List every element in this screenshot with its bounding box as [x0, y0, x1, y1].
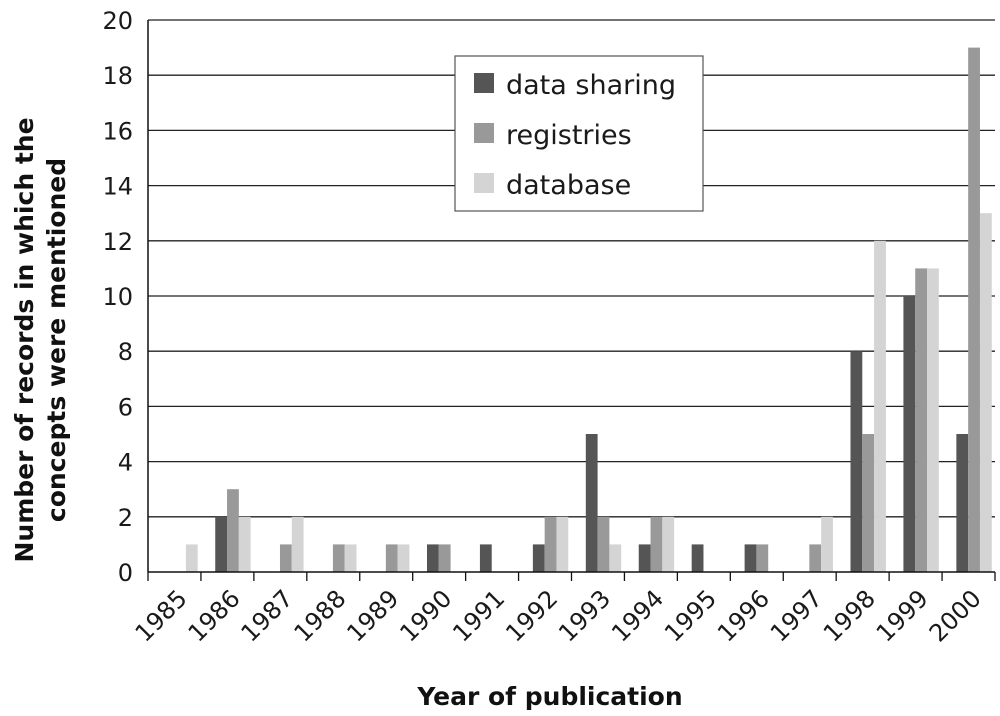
y-tick-label-4: 4: [118, 449, 133, 477]
bar-registries-1997: [809, 544, 822, 572]
y-tick-labels: 0 2 4 6 8 10 12 14 16 18 20: [102, 7, 133, 587]
bar-database-1999: [927, 268, 939, 572]
x-tick-label-1987: 1987: [236, 584, 299, 647]
legend-box: [454, 55, 704, 212]
x-tick-label-2000: 2000: [924, 584, 987, 647]
y-tick-label-2: 2: [118, 504, 133, 532]
bar-data-sharing-2000: [956, 434, 969, 572]
x-tick-label-1986: 1986: [183, 584, 246, 647]
y-tick-label-18: 18: [102, 62, 133, 90]
bar-data-sharing-1996: [744, 544, 757, 572]
bar-database-1998: [874, 240, 886, 573]
x-tick-label-1999: 1999: [871, 584, 934, 647]
bar-database-1992: [556, 516, 569, 572]
x-tick-label-1996: 1996: [712, 584, 775, 647]
bar-registries-1992: [544, 516, 557, 572]
bar-registries-1989: [385, 544, 398, 572]
bar-data-sharing-1999: [903, 296, 916, 572]
bar-registries-1986: [227, 489, 239, 572]
bars: [185, 47, 992, 573]
x-tick-label-1989: 1989: [341, 584, 404, 647]
y-tick-label-12: 12: [102, 228, 133, 256]
bar-registries-1999: [915, 268, 928, 572]
x-tick-label-1994: 1994: [606, 584, 669, 647]
bar-data-sharing-1994: [638, 544, 651, 572]
y-tick-label-0: 0: [118, 559, 133, 587]
y-tick-label-20: 20: [102, 7, 133, 35]
legend-label-registries: registries: [506, 120, 632, 151]
bar-data-sharing-1991: [479, 544, 492, 572]
x-tick-label-1992: 1992: [500, 584, 563, 647]
legend-swatch-database: [474, 173, 494, 193]
bar-registries-2000: [968, 47, 980, 573]
bar-database-1985: [185, 544, 198, 572]
x-tick-label-1988: 1988: [289, 584, 352, 647]
x-tick-label-1990: 1990: [394, 584, 457, 647]
bar-database-1987: [291, 516, 304, 572]
bar-data-sharing-1990: [426, 544, 439, 572]
bar-registries-1988: [332, 544, 345, 572]
bar-registries-1987: [279, 544, 292, 572]
x-tick-label-1991: 1991: [447, 584, 510, 647]
bar-database-1986: [238, 516, 251, 572]
bar-database-1993: [609, 544, 622, 572]
legend-swatch-data-sharing: [474, 73, 494, 93]
x-tick-labels: 1985198619871988198919901991199219931994…: [130, 584, 987, 647]
y-tick-label-6: 6: [118, 393, 133, 421]
x-tick-label-1997: 1997: [765, 584, 828, 647]
x-axis-title: Year of publication: [416, 682, 682, 711]
bar-registries-1996: [756, 544, 769, 572]
y-tick-label-14: 14: [102, 173, 133, 201]
bar-data-sharing-1993: [585, 434, 598, 572]
bar-database-1994: [662, 516, 675, 572]
x-tick-label-1985: 1985: [130, 584, 193, 647]
y-axis-title-line1: Number of records in which the: [10, 117, 39, 562]
x-tick-label-1998: 1998: [818, 584, 881, 647]
bar-data-sharing-1992: [532, 544, 545, 572]
x-tick-label-1993: 1993: [553, 584, 616, 647]
x-tick-label-1995: 1995: [659, 584, 722, 647]
bar-registries-1993: [597, 516, 610, 572]
legend: data sharing registries database: [454, 55, 704, 212]
bar-data-sharing-1986: [215, 516, 228, 572]
bar-database-1988: [344, 544, 357, 572]
axes: [147, 20, 996, 581]
bar-data-sharing-1995: [691, 544, 704, 572]
y-tick-label-8: 8: [118, 338, 133, 366]
y-axis-title-line2: concepts were mentioned: [42, 158, 71, 522]
bar-database-1997: [821, 516, 833, 572]
bar-registries-1994: [650, 516, 663, 572]
bar-registries-1998: [862, 434, 875, 572]
bar-registries-1990: [438, 544, 451, 572]
bar-database-1989: [397, 544, 410, 572]
legend-label-data-sharing: data sharing: [506, 70, 676, 101]
y-tick-label-10: 10: [102, 283, 133, 311]
legend-label-database: database: [506, 170, 631, 201]
legend-swatch-registries: [474, 123, 494, 143]
bar-data-sharing-1998: [850, 351, 863, 572]
bar-database-2000: [979, 213, 992, 572]
y-tick-label-16: 16: [102, 117, 133, 145]
